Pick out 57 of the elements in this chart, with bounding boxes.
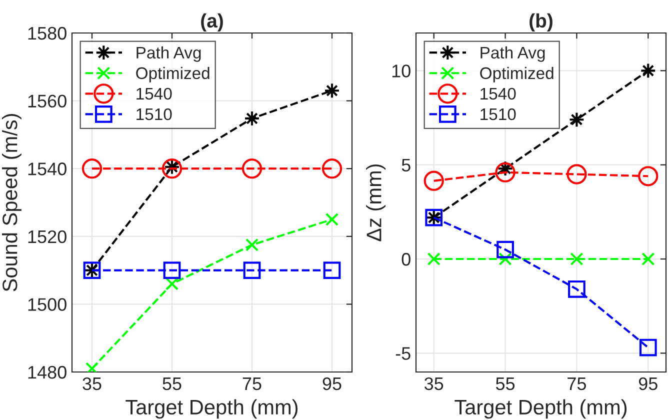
y-tick-label: 5 bbox=[402, 158, 410, 172]
point bbox=[163, 262, 181, 279]
point bbox=[242, 158, 262, 179]
point bbox=[244, 110, 260, 126]
point bbox=[162, 158, 182, 179]
legend-label: Optimized bbox=[480, 66, 554, 82]
x-tick-label: 55 bbox=[496, 378, 515, 390]
legend-label: Path Avg bbox=[136, 46, 201, 62]
x-tick-label: 75 bbox=[568, 378, 586, 390]
point bbox=[243, 262, 261, 279]
y-tick-label: 1540 bbox=[28, 162, 66, 176]
x-axis-title: Target Depth (mm) bbox=[454, 399, 627, 419]
point bbox=[325, 212, 339, 226]
x-tick-label: 35 bbox=[82, 377, 102, 390]
y-tick-label: 1500 bbox=[28, 298, 66, 311]
x-tick-label: 95 bbox=[638, 377, 658, 390]
point bbox=[424, 170, 444, 191]
y-tick-label: -5 bbox=[396, 347, 410, 360]
point bbox=[568, 112, 585, 128]
y-tick-label: 1580 bbox=[28, 26, 66, 40]
legend-label: 1510 bbox=[480, 108, 516, 120]
point bbox=[495, 162, 516, 182]
point bbox=[638, 166, 658, 186]
point bbox=[324, 82, 340, 99]
legend-label: 1510 bbox=[136, 108, 172, 120]
y-tick-label: 1520 bbox=[28, 230, 66, 244]
y-tick-label: 0 bbox=[402, 252, 410, 266]
point bbox=[640, 62, 656, 79]
point bbox=[496, 240, 514, 258]
point bbox=[82, 158, 102, 179]
point bbox=[323, 262, 341, 279]
legend-label: 1540 bbox=[136, 88, 172, 100]
chart-title: (b) bbox=[530, 13, 552, 32]
point bbox=[642, 252, 655, 266]
legend-label: Optimized bbox=[136, 66, 210, 82]
x-tick-label: 55 bbox=[162, 378, 182, 390]
point bbox=[568, 280, 586, 298]
y-tick-label: 1560 bbox=[28, 94, 66, 108]
x-tick-label: 75 bbox=[242, 378, 262, 390]
y-axis-title: Sound Speed (m/s) bbox=[2, 114, 22, 292]
legend-label: 1540 bbox=[480, 88, 516, 100]
point bbox=[245, 238, 259, 252]
point bbox=[165, 277, 179, 290]
point bbox=[639, 338, 657, 356]
x-tick-label: 95 bbox=[322, 377, 342, 390]
point bbox=[570, 252, 584, 266]
point bbox=[322, 158, 342, 179]
legend-label: Path Avg bbox=[480, 46, 545, 62]
x-axis-title: Target Depth (mm) bbox=[126, 399, 298, 419]
y-axis-title: Δz (mm) bbox=[366, 164, 386, 242]
y-tick-label: 1480 bbox=[28, 366, 66, 379]
y-tick-label: 10 bbox=[392, 64, 410, 78]
point bbox=[566, 164, 587, 184]
chart-title: (a) bbox=[201, 13, 223, 32]
point bbox=[498, 252, 512, 266]
x-tick-label: 35 bbox=[424, 377, 444, 390]
point bbox=[427, 252, 440, 266]
